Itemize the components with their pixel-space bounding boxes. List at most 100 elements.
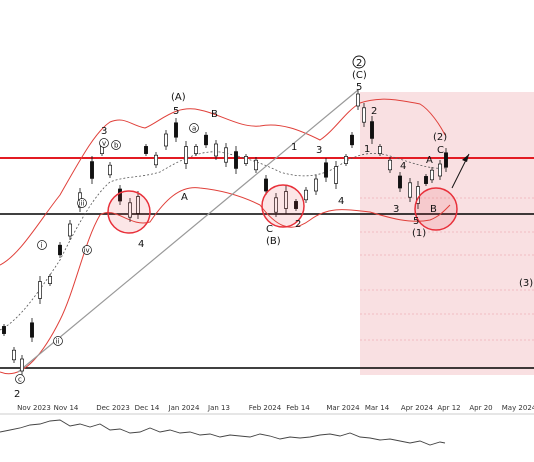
minor-label-c: c bbox=[15, 374, 25, 384]
svg-text:a: a bbox=[192, 125, 196, 133]
candle-body bbox=[362, 107, 366, 123]
wave-label-5c: 5 bbox=[356, 82, 362, 93]
x-tick-label: Apr 2024 bbox=[401, 404, 434, 412]
wave-label-2a: 2 bbox=[14, 389, 20, 400]
candle-body bbox=[324, 162, 328, 178]
wave-label-B-d: B bbox=[430, 204, 437, 215]
candle-body bbox=[128, 202, 132, 218]
wave-label-3a: 3 bbox=[101, 126, 107, 137]
candle-body bbox=[224, 147, 228, 163]
wave-label-2c: 2 bbox=[371, 106, 377, 117]
candle-body bbox=[378, 146, 382, 154]
wave-label-3c: 3 bbox=[393, 204, 399, 215]
wave-label-5d: 5 bbox=[413, 216, 419, 227]
minor-label-v: v bbox=[99, 138, 109, 148]
candle-body bbox=[20, 358, 24, 372]
candle-body bbox=[58, 244, 62, 256]
x-tick-label: Jan 13 bbox=[207, 404, 230, 412]
wave-label-1c: 1 bbox=[364, 144, 370, 155]
candle-body bbox=[136, 196, 140, 214]
candle-body bbox=[90, 161, 94, 179]
minor-label-iii: iii bbox=[77, 198, 87, 208]
wave-label-5A: 5 bbox=[173, 106, 179, 117]
wave-label-A: A bbox=[181, 192, 188, 203]
x-tick-label: Feb 14 bbox=[286, 404, 310, 412]
svg-text:i: i bbox=[41, 242, 43, 250]
candle-body bbox=[274, 197, 278, 213]
candle-body bbox=[304, 189, 308, 201]
minor-label-iv: iv bbox=[82, 245, 92, 255]
bollinger-upper bbox=[0, 98, 446, 266]
candle-body bbox=[174, 122, 178, 138]
wave-label-1b: 1 bbox=[291, 142, 297, 153]
candle-body bbox=[234, 151, 238, 169]
candle-body bbox=[344, 156, 348, 164]
wave-label-3-paren: (3) bbox=[519, 278, 533, 289]
svg-text:c: c bbox=[18, 376, 22, 384]
wave-label-2b: 2 bbox=[295, 219, 301, 230]
indicator-line bbox=[0, 419, 446, 446]
wave-label-B: B bbox=[211, 109, 218, 120]
candle-body bbox=[314, 178, 318, 192]
wave-circle-1 bbox=[107, 190, 151, 234]
x-tick-label: Jan 2024 bbox=[168, 404, 200, 412]
candle-body bbox=[430, 169, 434, 181]
candle-body bbox=[48, 276, 52, 284]
x-tick-label: Mar 14 bbox=[365, 404, 390, 412]
candle-body bbox=[294, 201, 298, 209]
x-tick-label: Mar 2024 bbox=[326, 404, 360, 412]
candle-body bbox=[284, 191, 288, 209]
candle-body bbox=[118, 188, 122, 202]
candle-body bbox=[184, 146, 188, 164]
wave-label-B-paren: (B) bbox=[266, 236, 281, 247]
candle-body bbox=[350, 134, 354, 146]
minor-label-b: b bbox=[111, 140, 121, 150]
wave-label-C-paren: (C) bbox=[352, 70, 367, 81]
svg-text:b: b bbox=[114, 142, 119, 150]
candle-body bbox=[408, 182, 412, 198]
minor-wave-labels: i ii iii iv v a b c bbox=[15, 123, 199, 384]
x-tick-label: Feb 2024 bbox=[249, 404, 282, 412]
x-tick-label: Nov 14 bbox=[54, 404, 79, 412]
trendline bbox=[17, 89, 359, 373]
circled-2-ring bbox=[352, 55, 366, 69]
candle-body bbox=[30, 322, 34, 338]
minor-label-i: i bbox=[37, 240, 47, 250]
candle-body bbox=[388, 159, 392, 171]
candle-body bbox=[194, 146, 198, 154]
wave-label-A-paren: (A) bbox=[171, 92, 186, 103]
candle-body bbox=[370, 121, 374, 139]
candle-body bbox=[214, 143, 218, 157]
x-tick-label: Dec 2023 bbox=[96, 404, 130, 412]
wave-circle-2 bbox=[261, 184, 305, 228]
candle-body bbox=[444, 152, 448, 168]
svg-text:iii: iii bbox=[79, 200, 85, 208]
minor-label-a: a bbox=[189, 123, 199, 133]
candle-body bbox=[264, 178, 268, 192]
candle-body bbox=[12, 349, 16, 361]
candle-body bbox=[204, 134, 208, 146]
candles bbox=[2, 90, 448, 375]
candle-body bbox=[254, 159, 258, 171]
candle-body bbox=[154, 154, 158, 166]
wave-label-2-paren: (2) bbox=[433, 132, 447, 143]
candle-body bbox=[38, 281, 42, 299]
wave-labels: 2 3 4 5 (A) A B C (B) 1 2 3 4 5 (C) 2 1 … bbox=[14, 55, 533, 400]
svg-text:iv: iv bbox=[84, 247, 90, 255]
candle-body bbox=[438, 163, 442, 177]
candle-body bbox=[108, 164, 112, 176]
bollinger-mid bbox=[0, 151, 446, 331]
candle-body bbox=[334, 166, 338, 184]
wave-label-1-paren: (1) bbox=[412, 228, 426, 239]
x-tick-label: Apr 20 bbox=[469, 404, 492, 412]
projection-grid-lines bbox=[360, 197, 534, 341]
wave-label-A-d: A bbox=[426, 155, 433, 166]
candle-body bbox=[164, 133, 168, 147]
wave-label-4a: 4 bbox=[138, 239, 144, 250]
projection-zone bbox=[360, 92, 534, 375]
x-tick-label: Apr 12 bbox=[437, 404, 460, 412]
wave-label-4b: 4 bbox=[338, 196, 344, 207]
wave-label-3b: 3 bbox=[316, 145, 322, 156]
